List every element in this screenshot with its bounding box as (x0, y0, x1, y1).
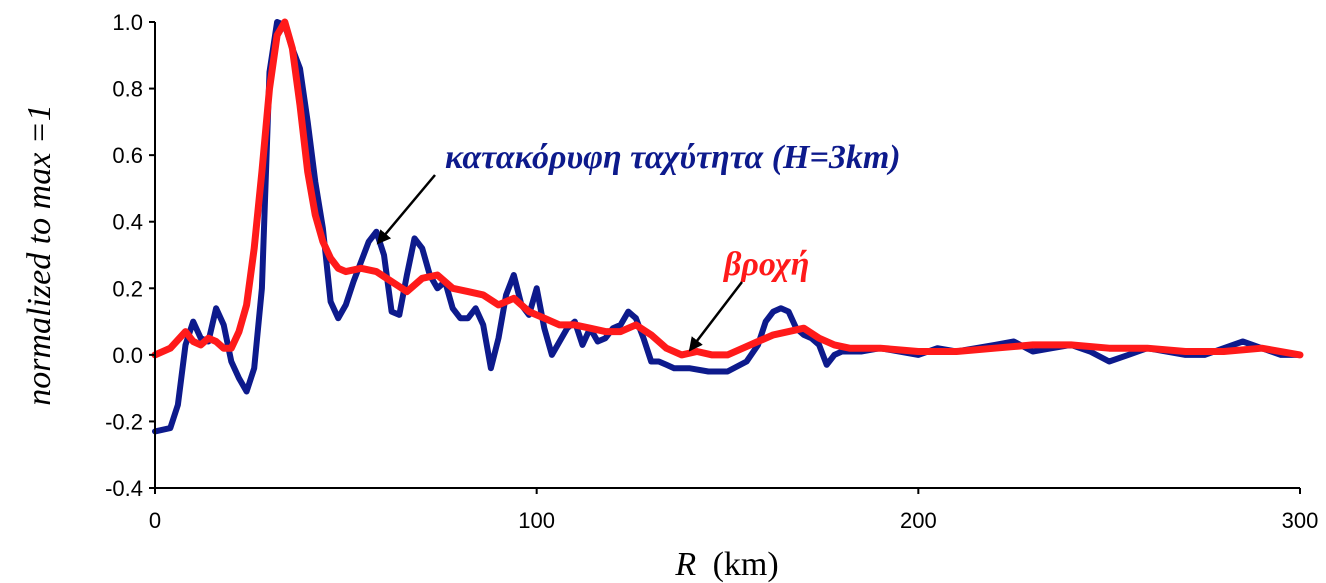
series-line-rain (151, 18, 1304, 359)
x-tick-label: 100 (518, 508, 555, 533)
series-line-vertical-velocity (152, 19, 1303, 435)
y-tick-label: 0.4 (112, 210, 143, 235)
x-tick-label: 300 (1282, 508, 1319, 533)
y-tick-label: 1.0 (112, 10, 143, 35)
x-tick-label: 200 (900, 508, 937, 533)
y-tick-label: -0.2 (105, 409, 143, 434)
x-axis-variable: R (674, 546, 696, 583)
y-tick-label: 0.2 (112, 276, 143, 301)
annotation-arrow-rain (688, 281, 743, 352)
y-tick-label: 0.6 (112, 143, 143, 168)
y-tick-label: 0.0 (112, 343, 143, 368)
x-tick-label: 0 (149, 508, 161, 533)
annotation-rain: βροχή (722, 246, 809, 283)
x-axis-unit: (km) (713, 546, 779, 583)
x-axis-label: R (km) (674, 546, 778, 583)
annotation-vertical-velocity: κατακόρυφη ταχύτητα (H=3km) (445, 139, 901, 176)
y-tick-label: 0.8 (112, 77, 143, 102)
y-tick-label: -0.4 (105, 476, 143, 501)
annotation-arrow-vertical-velocity (376, 174, 436, 245)
y-axis-label: normalized to max =1 (21, 104, 58, 406)
